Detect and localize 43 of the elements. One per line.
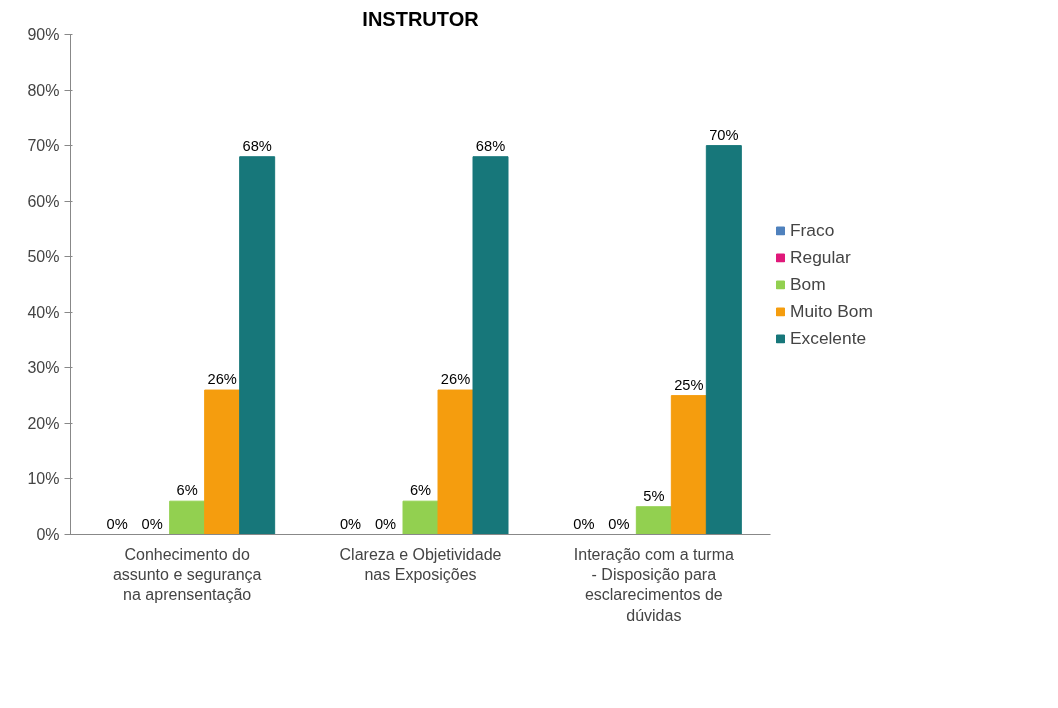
bar xyxy=(472,156,509,535)
y-tick-label: 20% xyxy=(27,414,60,432)
x-tick-label: Clareza e Objetividade nas Exposições xyxy=(339,545,502,583)
legend-label: Fraco xyxy=(790,219,835,241)
data-label: 0% xyxy=(573,515,595,532)
data-label: 25% xyxy=(674,376,704,393)
data-label: 0% xyxy=(608,515,630,532)
x-tick-label: Interação com a turma - Disposição para esclarecimentos de dúvidas xyxy=(573,545,734,624)
bar xyxy=(169,500,206,535)
bar xyxy=(635,506,672,535)
chart-title: INSTRUTOR xyxy=(362,7,480,30)
legend-label: Bom xyxy=(790,273,826,295)
data-label: 68% xyxy=(475,137,506,154)
bar xyxy=(705,145,742,535)
x-tick-label: Conhecimento do assunto e segurança na aprensentação xyxy=(112,545,262,604)
y-tick-label: 10% xyxy=(27,470,60,488)
y-tick-label: 40% xyxy=(27,303,60,321)
data-label: 0% xyxy=(339,515,362,532)
data-label: 0% xyxy=(141,515,163,532)
data-label: 5% xyxy=(643,487,665,504)
legend-label: Excelente xyxy=(790,327,867,349)
y-tick-label: 60% xyxy=(27,192,60,210)
y-tick-label: 80% xyxy=(27,81,60,99)
data-label: 6% xyxy=(409,482,432,499)
data-label: 68% xyxy=(242,137,272,154)
legend-label: Muito Bom xyxy=(790,300,873,322)
bar xyxy=(204,389,241,535)
y-tick-label: 30% xyxy=(27,359,60,377)
bar xyxy=(402,500,439,535)
y-tick-label: 90% xyxy=(27,26,60,43)
y-tick-label: 70% xyxy=(27,137,60,155)
data-label: 26% xyxy=(440,371,471,388)
y-tick-label: 50% xyxy=(27,248,60,266)
legend-label: Regular xyxy=(790,246,851,268)
data-label: 6% xyxy=(176,482,198,499)
data-label: 0% xyxy=(106,515,128,532)
data-label: 26% xyxy=(207,371,237,388)
y-tick-label: 0% xyxy=(36,526,60,543)
bar xyxy=(437,389,474,535)
data-label: 0% xyxy=(374,515,397,532)
bar xyxy=(239,156,276,535)
bar xyxy=(670,395,707,535)
data-label: 70% xyxy=(709,126,739,143)
